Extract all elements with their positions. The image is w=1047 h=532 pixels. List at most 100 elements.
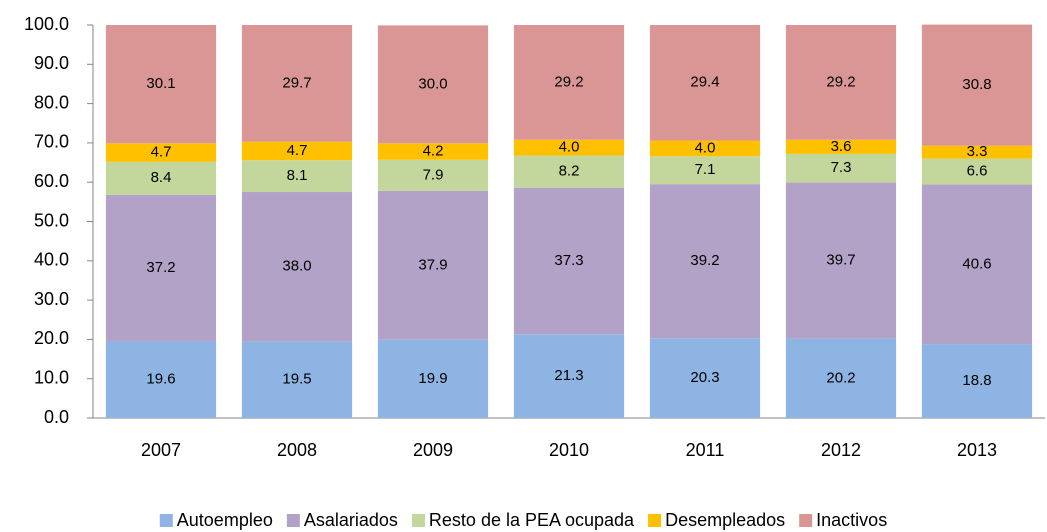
y-tick-label: 30.0 [34, 289, 69, 309]
bar-segment [241, 25, 353, 142]
bar-segment [241, 141, 353, 161]
y-tick-label: 50.0 [34, 210, 69, 230]
y-tick-label: 100.0 [24, 14, 69, 34]
bar-segment [377, 143, 489, 160]
data-label: 37.2 [146, 259, 175, 276]
bar-segment [785, 139, 897, 154]
y-tick-label: 0.0 [44, 407, 69, 427]
bar-segment [105, 194, 217, 341]
data-label: 39.2 [690, 252, 719, 269]
bar-segment [241, 160, 353, 193]
data-label: 4.7 [151, 143, 172, 160]
y-tick-label: 40.0 [34, 250, 69, 270]
data-label: 8.2 [559, 163, 580, 180]
data-label: 20.3 [690, 369, 719, 386]
y-tick-label: 70.0 [34, 132, 69, 152]
data-label: 7.3 [831, 159, 852, 176]
data-label: 19.9 [418, 370, 447, 387]
bar-segment [921, 158, 1033, 185]
x-tick-label: 2008 [277, 440, 317, 460]
data-label: 39.7 [826, 252, 855, 269]
legend-swatch [159, 514, 173, 527]
data-label: 18.8 [962, 372, 991, 389]
y-tick-label: 10.0 [34, 367, 69, 387]
bar-segment [513, 187, 625, 335]
legend-label: Asalariados [304, 510, 398, 530]
bar-segment [105, 161, 217, 195]
bar-segment [241, 341, 353, 418]
bar-segment [921, 24, 1033, 146]
data-label: 6.6 [967, 163, 988, 180]
x-tick-label: 2013 [957, 440, 997, 460]
bar-segment [649, 25, 761, 141]
x-tick-label: 2011 [686, 440, 725, 460]
x-tick-label: 2010 [549, 440, 589, 460]
bar-segment [649, 140, 761, 157]
bar-segment [377, 159, 489, 191]
bar-segment [649, 156, 761, 185]
data-label: 8.4 [151, 169, 172, 186]
data-label: 7.9 [423, 166, 444, 183]
data-label: 3.3 [967, 143, 988, 160]
bar-segment [377, 190, 489, 340]
data-label: 30.8 [962, 76, 991, 93]
bar-segment [105, 340, 217, 418]
x-tick-label: 2009 [413, 440, 453, 460]
bar-segment [513, 139, 625, 156]
legend-label: Resto de la PEA ocupada [429, 510, 635, 530]
legend-label: Inactivos [816, 510, 887, 530]
bar-segment [921, 184, 1033, 345]
data-label: 7.1 [695, 161, 716, 178]
data-label: 4.0 [559, 139, 580, 156]
bar-segment [513, 334, 625, 418]
bar-segment [105, 25, 217, 144]
bar-segment [785, 182, 897, 339]
data-label: 37.9 [418, 256, 447, 273]
y-tick-label: 90.0 [34, 53, 69, 73]
data-label: 3.6 [831, 138, 852, 155]
x-tick-label: 2012 [821, 440, 861, 460]
bar-segment [241, 192, 353, 342]
legend-label: Desempleados [665, 510, 785, 530]
x-tick-label: 2007 [141, 440, 181, 460]
y-tick-label: 20.0 [34, 328, 69, 348]
legend-swatch [411, 514, 425, 527]
data-label: 37.3 [554, 252, 583, 269]
legend-swatch [286, 514, 300, 527]
data-label: 30.1 [146, 75, 175, 92]
data-label: 4.0 [695, 139, 716, 156]
bar-segment [377, 25, 489, 144]
data-label: 21.3 [554, 367, 583, 384]
legend-swatch [799, 514, 813, 527]
bar-segment [513, 155, 625, 188]
bar-segment [785, 153, 897, 183]
data-label: 4.7 [287, 142, 308, 159]
y-tick-label: 60.0 [34, 171, 69, 191]
data-label: 20.2 [826, 369, 855, 386]
bar-segment [649, 184, 761, 339]
data-label: 30.0 [418, 75, 447, 92]
bar-segment [377, 339, 489, 418]
data-label: 40.6 [962, 255, 991, 272]
bar-segment [785, 338, 897, 418]
data-label: 29.4 [690, 74, 719, 91]
data-label: 19.5 [282, 371, 311, 388]
data-label: 4.2 [423, 143, 444, 160]
bar-segment [921, 145, 1033, 159]
data-label: 29.2 [826, 73, 855, 90]
legend-swatch [648, 514, 662, 527]
data-label: 29.2 [554, 73, 583, 90]
y-tick-label: 80.0 [34, 92, 69, 112]
legend-label: Autoempleo [177, 510, 273, 530]
bar-segment [785, 25, 897, 140]
data-label: 8.1 [287, 167, 308, 184]
bar-segment [105, 143, 217, 162]
data-label: 19.6 [146, 370, 175, 387]
bar-segment [921, 344, 1033, 418]
bar-segment [513, 25, 625, 140]
bar-segment [649, 338, 761, 418]
data-label: 29.7 [282, 74, 311, 91]
data-label: 38.0 [282, 258, 311, 275]
